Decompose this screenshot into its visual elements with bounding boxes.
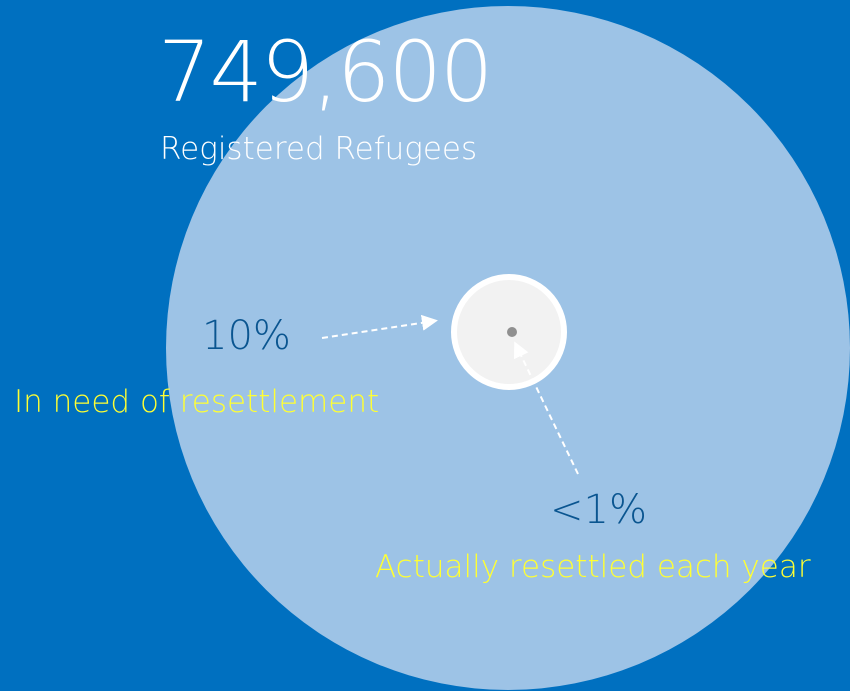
registered-refugees-value: 749,600 <box>158 23 493 121</box>
resettled-arrow <box>513 341 579 475</box>
registered-refugees-caption: Registered Refugees <box>160 131 478 167</box>
need-percent: 10% <box>202 313 291 359</box>
need-label: In need of resettlement <box>14 384 380 420</box>
resettled-dot <box>507 327 517 337</box>
resettled-percent: <1% <box>550 487 647 533</box>
resettled-label: Actually resettled each year <box>375 549 811 585</box>
need-arrow <box>321 314 438 339</box>
